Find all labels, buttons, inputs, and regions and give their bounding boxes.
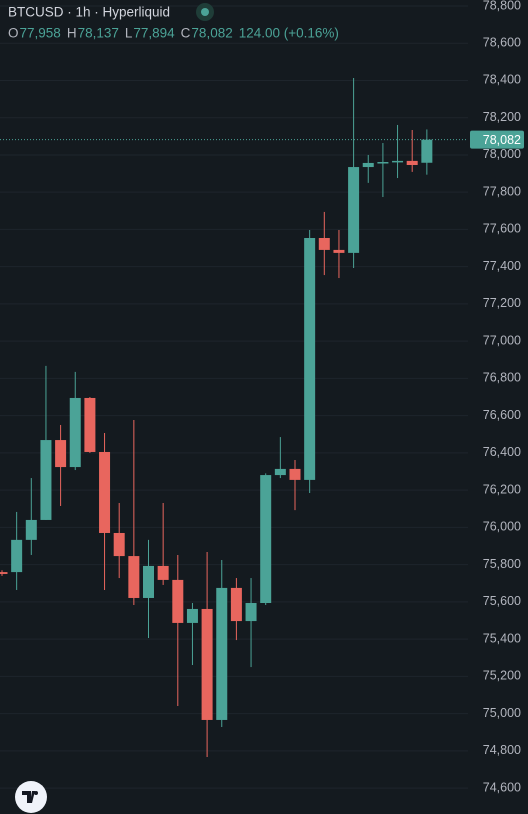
candle-body [406, 160, 418, 165]
y-tick-label: 77,600 [483, 222, 521, 236]
candle-body [84, 397, 96, 452]
y-tick-label: 78,200 [483, 110, 521, 124]
overlay: BTCUSD · 1h · Hyperliquid O 77,958 H 78,137… [8, 3, 339, 813]
candle-body [172, 579, 184, 623]
y-tick-label: 76,000 [483, 520, 521, 534]
y-tick-label: 77,800 [483, 184, 521, 198]
candle-body [143, 565, 154, 598]
candle-body [69, 397, 81, 468]
candle-body [186, 608, 198, 623]
y-tick-label: 74,800 [483, 743, 521, 757]
candle-body [392, 160, 404, 163]
y-tick-label: 76,800 [483, 371, 521, 385]
candle-body [128, 556, 140, 598]
candle-body [421, 139, 433, 163]
y-tick-label: 78,600 [483, 36, 521, 50]
candle-body [362, 162, 374, 168]
ohlc-value: 77,894 [133, 26, 175, 41]
ohlc-value: 78,137 [78, 26, 119, 41]
candle-body [230, 587, 242, 622]
y-tick-label: 75,400 [483, 631, 521, 645]
price-badge [470, 130, 524, 149]
symbol-title: BTCUSD · 1h · Hyperliquid [8, 5, 170, 20]
candle-body [99, 451, 111, 533]
y-tick-label: 76,600 [483, 408, 521, 422]
candle-body [216, 587, 228, 720]
y-tick-label: 77,400 [483, 259, 521, 273]
price-badge-label: 78,082 [483, 133, 521, 147]
ohlc-key: L [125, 26, 133, 41]
plot-area: 78,800 78,600 78,400 78,200 78,000 77,800 77,6… [0, 0, 524, 794]
y-tick-label: 78,000 [483, 147, 521, 161]
ohlc-legend: O 77,958 H 78,137 L 77,894 C 78,082 124.00 (+0.1… [8, 26, 339, 41]
y-tick-label: 74,600 [483, 780, 521, 794]
y-tick-label: 76,200 [483, 482, 521, 496]
candle-body [201, 608, 213, 720]
y-tick-label: 75,800 [483, 557, 521, 571]
candle-body [289, 468, 301, 480]
y-tick-label: 78,400 [483, 73, 521, 87]
candle-body [0, 572, 8, 574]
ohlc-value: 78,082 [191, 26, 232, 41]
ohlc-key: C [181, 26, 191, 41]
ohlc-value: 77,958 [20, 26, 61, 41]
candle-body [11, 539, 23, 573]
candle-body [157, 565, 169, 580]
candle-body [304, 237, 316, 480]
y-tick-label: 75,200 [483, 669, 521, 683]
y-tick-label: 75,600 [483, 594, 521, 608]
y-tick-label: 77,000 [483, 333, 521, 347]
candle-body [40, 440, 52, 520]
price-change: 124.00 (+0.16%) [239, 26, 339, 41]
candle-body [333, 249, 345, 253]
candle-body [55, 440, 67, 468]
candle-body [245, 603, 257, 622]
y-tick-label: 78,800 [483, 0, 521, 12]
candle-body [113, 532, 125, 557]
ohlc-key: O [8, 26, 19, 41]
candle-body [25, 519, 37, 540]
ohlc-key: H [67, 26, 77, 41]
y-tick-label: 76,400 [483, 445, 521, 459]
candle-body [348, 167, 360, 253]
y-tick-label: 77,200 [483, 296, 521, 310]
y-tick-label: 75,000 [483, 706, 521, 720]
candle-body [377, 162, 389, 164]
tv-logo[interactable] [15, 781, 47, 813]
candle-body [260, 475, 272, 604]
status-dot [201, 8, 209, 16]
candle-body [274, 468, 286, 476]
candle-body [318, 237, 330, 250]
